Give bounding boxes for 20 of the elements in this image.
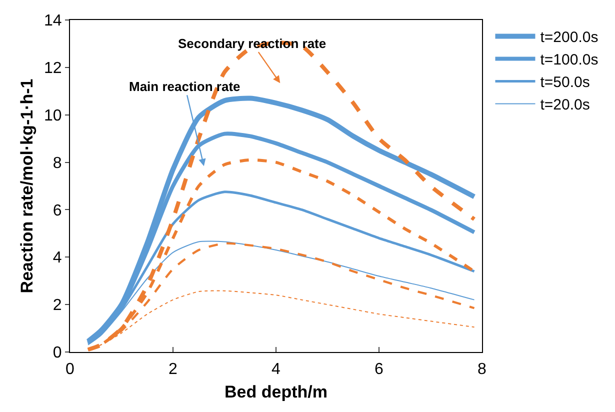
y-tick-label: 10 (44, 107, 62, 124)
y-tick-label: 12 (44, 60, 62, 78)
y-tick-label: 6 (52, 202, 62, 220)
x-axis-title: Bed depth/m (224, 382, 328, 402)
annotation: Main reaction rate (129, 79, 240, 94)
y-tick-label: 2 (52, 297, 62, 314)
y-tick-label: 8 (52, 154, 62, 172)
legend-label: t=200.0s (540, 29, 598, 46)
x-tick-label: 4 (272, 361, 281, 378)
x-tick-label: 0 (66, 361, 75, 378)
y-axis-title: Reaction rate/mol·kg-1·h-1 (18, 78, 37, 294)
x-tick-label: 6 (374, 361, 384, 378)
x-tick-label: 8 (478, 361, 487, 378)
legend-label: t=20.0s (540, 96, 590, 114)
y-tick-label: 4 (52, 250, 62, 267)
legend-label: t=100.0s (540, 52, 598, 69)
y-tick-label: 14 (44, 12, 62, 30)
legend-label: t=50.0s (540, 74, 590, 92)
y-tick-label: 0 (52, 344, 62, 362)
x-tick-label: 2 (168, 361, 178, 378)
